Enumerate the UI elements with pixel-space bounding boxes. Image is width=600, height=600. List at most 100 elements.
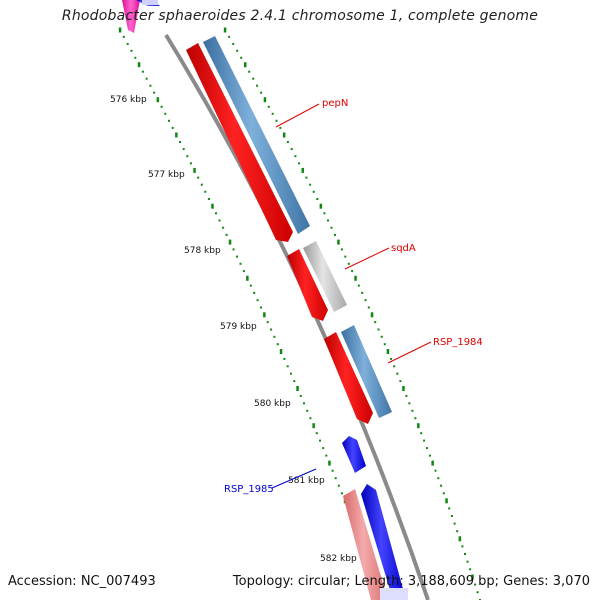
tick-dot bbox=[294, 155, 297, 158]
tick-dot bbox=[296, 386, 299, 391]
tick-dot bbox=[312, 190, 315, 193]
gene-feature-RSP_1985[interactable] bbox=[342, 436, 366, 473]
tick-dot bbox=[354, 275, 357, 281]
tick-dot bbox=[276, 343, 279, 346]
gene-label-pepN[interactable]: pepN bbox=[322, 98, 348, 109]
tick-label-576: 576 kbp bbox=[110, 95, 147, 105]
tick-dot bbox=[399, 380, 402, 383]
tick-dot bbox=[340, 248, 343, 251]
kbp-labels: 576 kbp 577 kbp 578 kbp 579 kbp 580 kbp … bbox=[110, 95, 357, 564]
tick-dot bbox=[315, 432, 318, 435]
tick-dot bbox=[471, 574, 474, 580]
tick-dot bbox=[319, 439, 321, 442]
gene-labels: pepN sqdA RSP_1984 RSP_1985 bbox=[224, 98, 483, 495]
tick-dot bbox=[380, 335, 383, 338]
tick-dot bbox=[137, 62, 141, 68]
gene-feature-pepN-red[interactable] bbox=[186, 43, 293, 242]
tick-label-577: 577 kbp bbox=[148, 170, 185, 180]
tick-dot bbox=[171, 126, 174, 129]
tick-dot bbox=[309, 417, 312, 420]
tick-dot bbox=[193, 167, 196, 173]
gene-feature-RSP_1984-steel[interactable] bbox=[341, 325, 392, 418]
tick-dot bbox=[367, 306, 370, 309]
tick-dot bbox=[141, 70, 144, 73]
tick-dot bbox=[440, 484, 443, 487]
tick-dot bbox=[453, 522, 456, 525]
tick-dot bbox=[420, 432, 423, 435]
tick-dot bbox=[386, 349, 390, 354]
gene-feature-sqdA-red[interactable] bbox=[287, 249, 328, 321]
tick-dot bbox=[200, 183, 203, 186]
gene-label-sqdA[interactable]: sqdA bbox=[391, 243, 416, 254]
tick-dot bbox=[186, 155, 189, 158]
tick-dot bbox=[236, 49, 239, 52]
tick-dot bbox=[271, 112, 274, 115]
gene-label-RSP_1984[interactable]: RSP_1984 bbox=[433, 337, 483, 348]
tick-dot bbox=[405, 394, 408, 397]
tick-dot bbox=[414, 417, 417, 420]
tick-dot bbox=[411, 409, 414, 412]
gene-label-RSP_1985[interactable]: RSP_1985 bbox=[224, 484, 274, 495]
chromosome-backbone bbox=[164, 33, 430, 600]
tick-dot bbox=[301, 167, 304, 173]
tick-dot bbox=[331, 469, 334, 472]
gene-feature-pink[interactable] bbox=[122, 0, 140, 33]
tick-dot bbox=[396, 372, 399, 375]
tick-dot bbox=[222, 226, 225, 229]
tick-dot bbox=[327, 219, 329, 222]
tick-dot bbox=[153, 91, 156, 94]
tick-dot bbox=[175, 132, 178, 138]
tick-dot bbox=[434, 469, 437, 472]
tick-dot bbox=[236, 255, 238, 258]
gene-callouts bbox=[271, 103, 432, 489]
tick-dot bbox=[319, 203, 323, 209]
tick-dot bbox=[290, 148, 293, 151]
tick-dot bbox=[223, 27, 227, 33]
tick-dot bbox=[445, 498, 448, 504]
tick-dot bbox=[337, 239, 340, 245]
tick-dot bbox=[390, 357, 393, 360]
tick-dot bbox=[279, 349, 283, 354]
tick-dot bbox=[450, 515, 453, 517]
tick-dot bbox=[215, 212, 217, 215]
tick-dot bbox=[437, 477, 440, 480]
tick-dot bbox=[393, 365, 396, 368]
tick-dot bbox=[431, 460, 434, 466]
tick-dot bbox=[122, 35, 125, 38]
tick-dot bbox=[240, 56, 243, 59]
tick-dot bbox=[145, 77, 148, 80]
tick-dot bbox=[189, 162, 192, 165]
tick-dot bbox=[357, 284, 360, 287]
tick-dot bbox=[204, 190, 207, 193]
tick-dot bbox=[283, 357, 286, 360]
tick-dot bbox=[323, 212, 326, 215]
tick-dot bbox=[207, 198, 210, 200]
tick-dot bbox=[328, 460, 331, 466]
tick-dot bbox=[253, 291, 256, 294]
tick-dot bbox=[168, 119, 170, 122]
tick-dot bbox=[273, 335, 276, 338]
tick-label-578: 578 kbp bbox=[184, 246, 221, 256]
accession-text: Accession: NC_007493 bbox=[8, 574, 156, 589]
tick-dot bbox=[160, 105, 163, 108]
tick-label-582: 582 kbp bbox=[320, 554, 357, 564]
tick-dot bbox=[464, 553, 466, 555]
gene-feature-RSP_1984-red[interactable] bbox=[324, 332, 373, 424]
topology-text: Topology: circular; Length: 3,188,609 bp… bbox=[232, 574, 590, 589]
tick-dot bbox=[244, 62, 247, 68]
gene-feature-pepN-steel[interactable] bbox=[203, 36, 310, 234]
gene-feature-bottom-pinkred[interactable] bbox=[343, 489, 388, 600]
tick-dot bbox=[179, 141, 181, 143]
tick-dot bbox=[270, 328, 273, 331]
tick-dot bbox=[347, 262, 350, 265]
tick-label-579: 579 kbp bbox=[220, 322, 257, 332]
gene-feature-sqdA-grey[interactable] bbox=[303, 241, 347, 312]
tick-dot bbox=[263, 312, 266, 318]
tick-dot bbox=[290, 372, 292, 375]
map-title: Rhodobacter sphaeroides 2.4.1 chromosome… bbox=[61, 8, 539, 24]
tick-dot bbox=[456, 530, 459, 533]
gene-feature-bottom-blue[interactable] bbox=[361, 484, 406, 600]
tick-dot bbox=[474, 583, 477, 586]
tick-dot bbox=[260, 306, 262, 309]
tick-dot bbox=[334, 477, 337, 480]
